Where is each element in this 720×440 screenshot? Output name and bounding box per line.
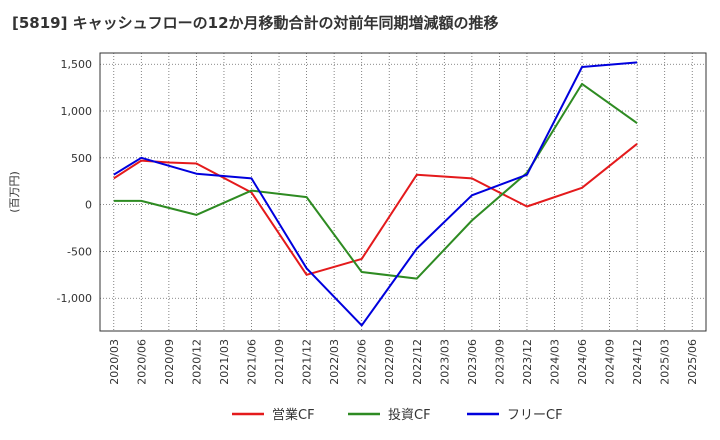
legend: 営業CF 投資CF フリーCF [232,407,563,423]
x-tick-label: 2025/06 [686,339,699,385]
x-tick-label: 2020/06 [135,339,148,385]
x-tick-label: 2020/12 [190,339,203,385]
x-tick-label: 2024/12 [631,339,644,385]
x-tick-label: 2020/09 [163,339,176,385]
series-line [113,61,638,327]
legend-label: 営業CF [272,407,315,423]
x-tick-label: 2024/03 [549,339,562,385]
chart-title: [5819] キャッシュフローの12か月移動合計の対前年同期増減額の推移 [12,14,499,32]
x-tick-label: 2024/06 [576,339,589,385]
x-tick-label: 2023/03 [438,339,451,385]
grid-layer [100,53,706,331]
x-tick-label: 2024/09 [604,339,617,385]
y-tick-label: 1,500 [61,58,93,71]
x-tick-label: 2022/03 [328,339,341,385]
x-tick-label: 2023/09 [493,339,506,385]
y-axis-label: (百万円) [8,171,21,213]
y-tick-label: -500 [67,245,92,258]
plot-border [99,52,707,332]
x-tick-label: 2025/03 [659,339,672,385]
series-layer [113,61,638,327]
x-tick-label: 2023/06 [466,339,479,385]
x-tick-label: 2021/03 [218,339,231,385]
legend-label: フリーCF [507,408,563,423]
series-line [113,82,638,280]
x-tick-label: 2023/12 [521,339,534,385]
y-tick-label: 0 [85,199,92,212]
x-tick-label: 2020/03 [108,339,121,385]
legend-label: 投資CF [388,407,431,423]
y-tick-labels: 1,500 1,000 500 0 -500 -1,000 [57,58,92,305]
x-tick-label: 2022/06 [356,339,369,385]
x-tick-label: 2022/12 [411,339,424,385]
x-tick-label: 2021/12 [301,339,314,385]
y-tick-label: -1,000 [57,292,92,305]
series-line [113,143,638,276]
x-tick-label: 2021/09 [273,339,286,385]
y-tick-label: 500 [71,152,92,165]
x-tick-labels: 2020/03 2020/06 2020/09 2020/12 2021/03 2021/… [108,339,699,385]
y-tick-label: 1,000 [61,105,93,118]
x-tick-label: 2021/06 [246,339,259,385]
x-tick-label: 2022/09 [383,339,396,385]
